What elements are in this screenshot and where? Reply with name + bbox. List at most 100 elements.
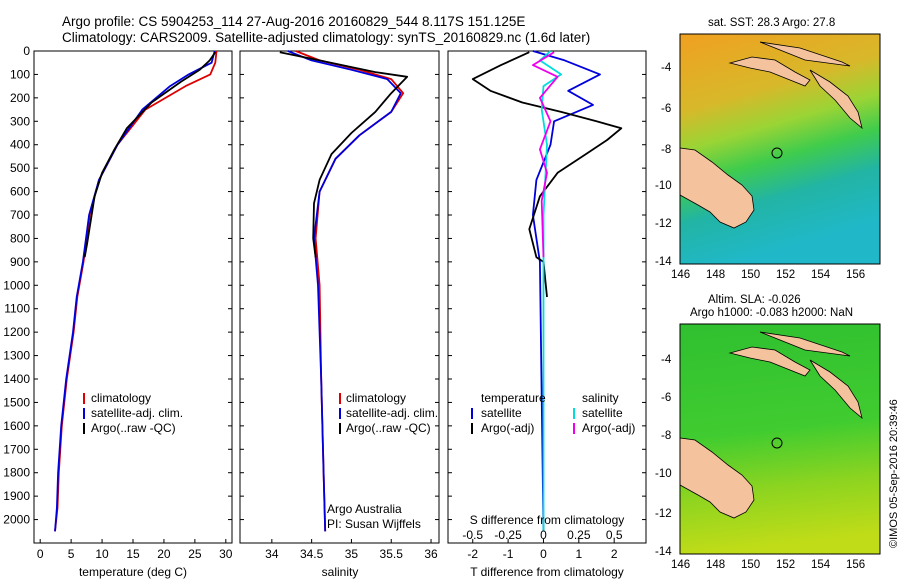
y-tick-label: 1000 <box>3 278 30 292</box>
legend-sal-satellite-text: satellite <box>582 406 623 420</box>
sla-x-tick: 148 <box>706 559 726 571</box>
legend-satellite-text: satellite-adj. clim. <box>346 406 438 420</box>
sla-y-tick: -8 <box>661 430 672 442</box>
legend-temp-satellite-text: satellite <box>481 406 522 420</box>
x-tick-label: 20 <box>157 547 171 561</box>
series-line-temperature-argo-adj- <box>471 51 623 298</box>
header-line-1: Argo profile: CS 5904253_114 27-Aug-2016… <box>62 14 526 29</box>
y-tick-label: 1300 <box>3 349 30 363</box>
y-tick-label: 300 <box>10 114 30 128</box>
salinity-axes-box <box>239 50 440 544</box>
y-tick-label: 200 <box>10 91 30 105</box>
sla-x-tick: 150 <box>741 559 761 571</box>
x-tick-label: 25 <box>188 547 202 561</box>
y-tick-label: 400 <box>10 138 30 152</box>
series-line-argo-raw-qc- <box>279 51 409 258</box>
x-tick-label: 15 <box>126 547 140 561</box>
series-line-temperature-satellite <box>532 50 601 532</box>
top-tick-label: -0.5 <box>462 528 483 542</box>
y-tick-label: 0 <box>23 44 30 58</box>
y-tick-label: 1400 <box>3 372 30 386</box>
legend-climatology-text: climatology <box>346 391 406 405</box>
temperature-legend: climatology satellite-adj. clim. Argo(..… <box>83 391 183 435</box>
top-tick-label: 0 <box>540 528 547 542</box>
temperature-axes-box <box>33 50 233 544</box>
pi-label: PI: Susan Wijffels <box>327 517 421 531</box>
header-line-2: Climatology: CARS2009. Satellite-adjuste… <box>62 30 591 45</box>
sst-y-tick: -6 <box>661 103 672 115</box>
y-tick-label: 1800 <box>3 466 30 480</box>
x-tick-label: 1 <box>575 547 582 561</box>
sst-y-tick: -14 <box>655 256 672 268</box>
difference-legend: temperature satellite Argo(-adj) salinit… <box>471 391 635 435</box>
sst-y-tick: -4 <box>661 62 672 74</box>
argo-australia-label: Argo Australia <box>327 502 402 516</box>
y-tick-label: 1200 <box>3 325 30 339</box>
difference-top-label: S difference from climatology <box>470 513 625 527</box>
temperature-panel: 0 5 10 15 20 25 300100200300400500600700800900… <box>3 44 233 579</box>
x-tick-label: -1 <box>503 547 514 561</box>
sla-y-tick: -4 <box>661 354 672 366</box>
top-tick-label: 0.5 <box>606 528 623 542</box>
sst-y-tick: -10 <box>655 180 672 192</box>
x-tick-label: 0 <box>37 547 44 561</box>
sst-y-tick: -8 <box>661 144 672 156</box>
sst-x-tick: 148 <box>706 269 726 281</box>
x-tick-label: 34 <box>265 547 279 561</box>
x-tick-label: 35.5 <box>380 547 404 561</box>
sst-x-tick: 146 <box>671 269 691 281</box>
x-tick-label: 36 <box>424 547 438 561</box>
temperature-xlabel: temperature (deg C) <box>79 565 187 579</box>
salinity-legend: climatology satellite-adj. clim. Argo(..… <box>339 391 438 435</box>
sst-y-tick: -12 <box>655 218 672 230</box>
imos-credit: ©IMOS 05-Sep-2016 20:39:46 <box>888 399 900 548</box>
x-tick-label: 5 <box>68 547 75 561</box>
x-tick-label: 10 <box>95 547 109 561</box>
legend-temp-argo-text: Argo(-adj) <box>481 421 534 435</box>
y-tick-label: 1900 <box>3 489 30 503</box>
y-tick-label: 100 <box>10 67 30 81</box>
salinity-xlabel: salinity <box>322 565 359 579</box>
x-tick-label: 0 <box>540 547 547 561</box>
series-line-satellite-adj-clim- <box>54 50 216 532</box>
sla-map-title-2: Argo h1000: -0.083 h2000: NaN <box>690 307 854 319</box>
sst-x-tick: 154 <box>811 269 831 281</box>
series-line-salinity-argo-adj- <box>532 51 559 258</box>
top-tick-label: 0.25 <box>567 528 591 542</box>
salinity-panel: 34 34.5 35 35.5 36 salinity climatology sate… <box>239 50 440 579</box>
sla-y-tick: -14 <box>655 546 672 558</box>
y-tick-label: 1600 <box>3 419 30 433</box>
sla-x-tick: 152 <box>776 559 796 571</box>
legend-argo-text: Argo(..raw -QC) <box>91 421 176 435</box>
sst-x-tick: 152 <box>776 269 796 281</box>
series-line-salinity-satellite <box>539 50 562 532</box>
series-line-satellite-adj-clim- <box>287 50 402 532</box>
y-tick-label: 2000 <box>3 513 30 527</box>
series-line-argo-raw-qc- <box>83 51 217 258</box>
sla-y-tick: -10 <box>655 468 672 480</box>
legend-salinity-heading: salinity <box>582 391 619 405</box>
x-tick-label: 2 <box>611 547 618 561</box>
sla-y-tick: -12 <box>655 508 672 520</box>
sla-x-tick: 154 <box>811 559 831 571</box>
x-tick-label: 34.5 <box>300 547 324 561</box>
x-tick-label: 30 <box>219 547 233 561</box>
legend-argo-text: Argo(..raw -QC) <box>346 421 431 435</box>
legend-sal-argo-text: Argo(-adj) <box>582 421 635 435</box>
y-tick-label: 900 <box>10 255 30 269</box>
difference-panel: -2 -1 0 1 2 T difference from climatology S … <box>447 50 647 579</box>
y-tick-label: 1100 <box>4 302 30 316</box>
sst-map-title: sat. SST: 28.3 Argo: 27.8 <box>708 17 836 29</box>
top-tick-label: -0.25 <box>494 528 522 542</box>
sst-x-tick: 150 <box>741 269 761 281</box>
x-tick-label: -2 <box>467 547 478 561</box>
legend-temperature-heading: temperature <box>481 391 546 405</box>
difference-xlabel: T difference from climatology <box>470 565 624 579</box>
legend-satellite-text: satellite-adj. clim. <box>91 406 183 420</box>
sla-x-tick: 146 <box>671 559 691 571</box>
sla-x-tick: 156 <box>846 559 866 571</box>
y-tick-label: 1500 <box>3 395 30 409</box>
y-tick-label: 700 <box>10 208 30 222</box>
